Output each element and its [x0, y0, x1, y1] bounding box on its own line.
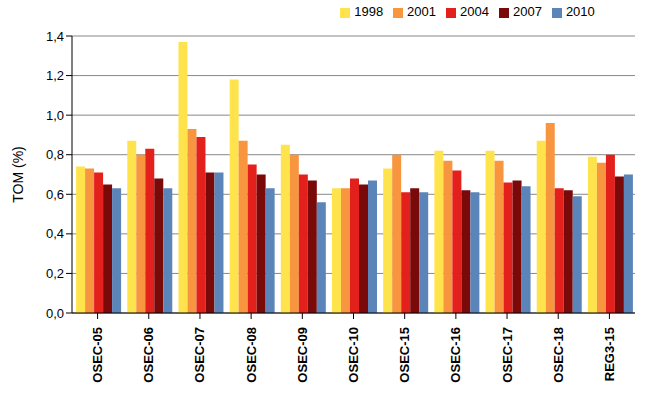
- svg-text:OSEC-15: OSEC-15: [397, 327, 412, 383]
- svg-text:OSEC-07: OSEC-07: [192, 327, 207, 383]
- svg-text:OSEC-10: OSEC-10: [346, 327, 361, 383]
- svg-text:1,4: 1,4: [46, 29, 64, 44]
- svg-text:1,0: 1,0: [46, 108, 64, 123]
- svg-text:0,2: 0,2: [46, 266, 64, 281]
- svg-text:OSEC-06: OSEC-06: [141, 327, 156, 383]
- svg-text:TOM (%): TOM (%): [10, 146, 26, 203]
- svg-text:OSEC-05: OSEC-05: [90, 327, 105, 383]
- html-text:2010: 2010: [565, 4, 595, 19]
- svg-text:OSEC-09: OSEC-09: [295, 327, 310, 383]
- svg-text:OSEC-18: OSEC-18: [551, 327, 566, 383]
- svg-text:OSEC-08: OSEC-08: [244, 327, 259, 383]
- svg-text:0,6: 0,6: [46, 187, 64, 202]
- html-text:2004: 2004: [460, 4, 489, 19]
- svg-text:OSEC-17: OSEC-17: [500, 327, 515, 383]
- svg-text:1,2: 1,2: [46, 68, 64, 83]
- html-text:1998: 1998: [354, 4, 384, 19]
- html-text:2001: 2001: [407, 4, 436, 19]
- svg-text:0,0: 0,0: [46, 306, 64, 321]
- html-text:2007: 2007: [513, 4, 542, 19]
- svg-text:REG3-15: REG3-15: [602, 327, 617, 381]
- svg-text:0,4: 0,4: [46, 226, 64, 241]
- svg-text:0,8: 0,8: [46, 147, 64, 162]
- svg-text:OSEC-16: OSEC-16: [448, 327, 463, 383]
